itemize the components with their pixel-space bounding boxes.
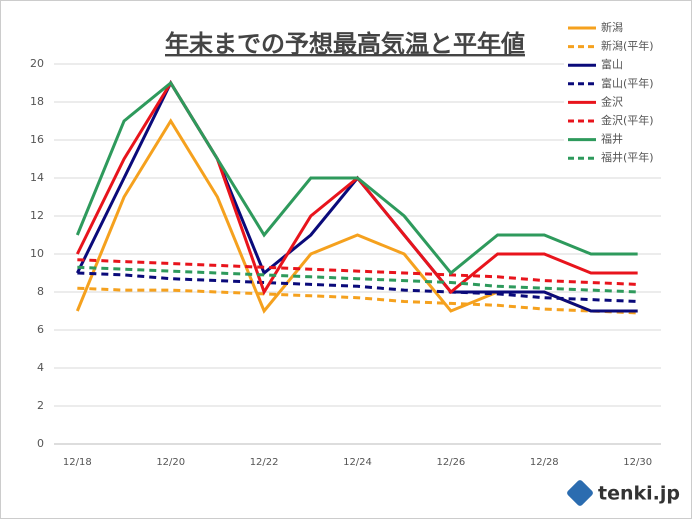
logo-icon: [567, 480, 593, 506]
chart-title: 年末までの予想最高気温と平年値: [165, 30, 525, 58]
logo-text: tenki.jp: [598, 483, 680, 505]
series-line: [75, 80, 638, 276]
legend-label: 新潟: [601, 20, 623, 34]
y-tick-label: 6: [37, 323, 44, 336]
x-tick-label: 12/22: [250, 457, 279, 468]
legend-box: [564, 18, 662, 170]
y-tick-label: 16: [30, 133, 44, 146]
legend-label: 富山(平年): [601, 76, 654, 90]
y-tick-label: 0: [37, 437, 44, 450]
series-line: [77, 258, 638, 286]
y-tick-label: 20: [30, 57, 44, 70]
x-tick-label: 12/18: [63, 457, 92, 468]
x-tick-label: 12/26: [436, 457, 465, 468]
x-tick-label: 12/28: [530, 457, 559, 468]
x-tick-label: 12/20: [156, 457, 185, 468]
y-tick-label: 12: [30, 209, 44, 222]
y-tick-label: 2: [37, 399, 44, 412]
series-line: [77, 265, 638, 294]
y-tick-label: 14: [30, 171, 44, 184]
legend-label: 新潟(平年): [601, 39, 654, 53]
x-tick-label: 12/30: [623, 457, 652, 468]
legend-label: 金沢(平年): [601, 113, 654, 127]
y-tick-label: 10: [30, 247, 44, 260]
series-line: [77, 271, 638, 303]
y-tick-label: 18: [30, 95, 44, 108]
legend-label: 金沢: [601, 94, 623, 108]
logo: tenki.jp: [567, 480, 680, 506]
series-line: [77, 286, 638, 315]
legend-label: 福井(平年): [601, 150, 654, 164]
legend-label: 福井: [601, 132, 623, 146]
x-tick-label: 12/24: [343, 457, 372, 468]
y-tick-label: 8: [37, 285, 44, 298]
y-tick-label: 4: [37, 361, 44, 374]
legend-label: 富山: [601, 57, 623, 71]
